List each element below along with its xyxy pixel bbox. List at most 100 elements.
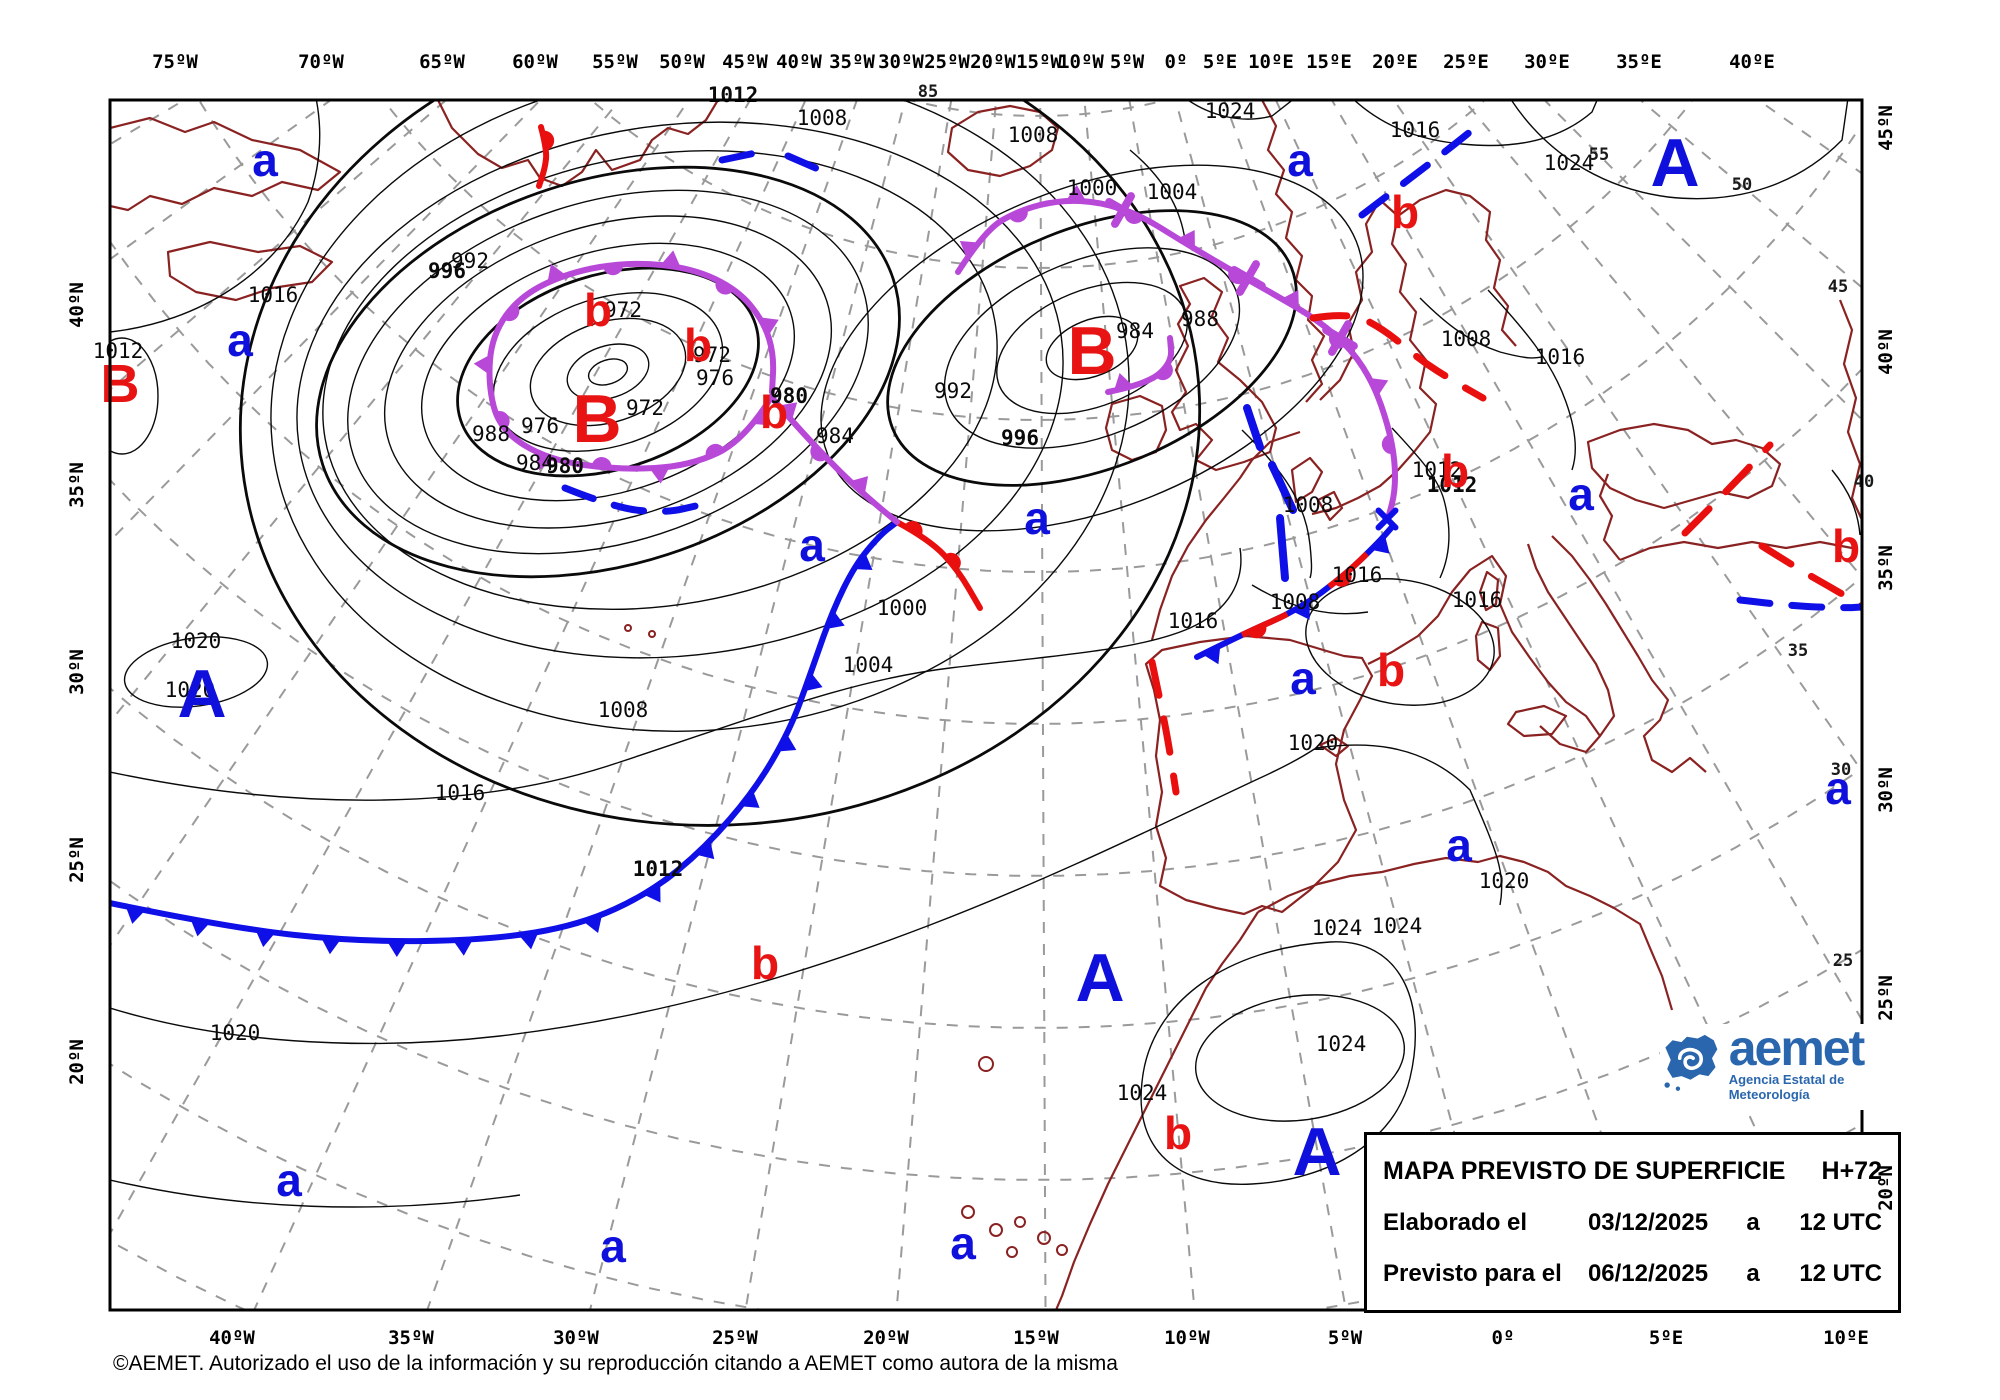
- front-triangle: [1292, 600, 1310, 620]
- coastline: [437, 100, 719, 188]
- isobar: [886, 209, 1298, 487]
- frontolysis-cross: [1322, 320, 1358, 356]
- axis-label: 70ºW: [298, 51, 344, 73]
- front-triangle: [1177, 230, 1195, 249]
- meridian-line: [110, 100, 752, 1236]
- island: [1037, 1231, 1051, 1245]
- axis-label: 45ºN: [1875, 105, 1897, 151]
- front-semicircle: [603, 264, 623, 276]
- front-line: [561, 484, 704, 515]
- isobar-value: 1004: [843, 653, 894, 677]
- front-triangle: [535, 451, 555, 471]
- axis-label: 25ºN: [66, 837, 88, 883]
- front-triangle: [740, 790, 760, 808]
- meridian-line: [1083, 100, 1196, 1310]
- isobar: [110, 1179, 521, 1208]
- front-line: [536, 124, 550, 189]
- low-centre-B: B: [1067, 313, 1116, 389]
- axis-label: 20ºN: [1875, 1165, 1897, 1211]
- front-triangle: [826, 610, 845, 629]
- front-triangle: [125, 906, 146, 924]
- isobar: [1241, 429, 1313, 579]
- front-semicircle: [542, 130, 555, 151]
- axis-label: 15ºW: [1016, 51, 1062, 73]
- isobar-value: 1020: [1288, 731, 1339, 755]
- front-line: [718, 146, 774, 164]
- coastline: [1619, 540, 1853, 562]
- isobar: [110, 100, 321, 333]
- front-semicircle: [1381, 434, 1394, 455]
- isobar-value: 1008: [1270, 590, 1321, 614]
- isobar-value: 1020: [171, 629, 222, 653]
- isobar: [1140, 941, 1417, 1185]
- map-title: MAPA PREVISTO DE SUPERFICIE: [1383, 1156, 1786, 1185]
- axis-label: 15ºE: [1306, 51, 1352, 73]
- isobar-value: 980: [546, 454, 584, 478]
- isobar-value: 1024: [1312, 916, 1363, 940]
- front-triangle: [473, 354, 491, 375]
- coastline: [1598, 473, 1621, 561]
- front-triangle: [1281, 289, 1299, 309]
- axis-label: 45ºW: [722, 51, 768, 73]
- isobar: [456, 266, 760, 478]
- axis-label: 35ºN: [1875, 545, 1897, 591]
- front-triangle: [1113, 373, 1134, 392]
- isobar: [1186, 100, 1294, 120]
- front-triangle: [760, 317, 779, 336]
- axis-label: 40ºN: [66, 282, 88, 328]
- low-centre-B: B: [572, 381, 621, 457]
- front-triangle: [959, 240, 979, 259]
- front-line: [1276, 514, 1289, 582]
- low-centre-b: b: [584, 284, 612, 336]
- parallel-line: [110, 478, 1862, 877]
- elaborated-label: Elaborado el: [1383, 1208, 1528, 1236]
- valid-row: Previsto para el 06/12/2025 a 12 UTC: [1383, 1260, 1882, 1288]
- front-triangle: [518, 931, 539, 950]
- axis-label: 40ºN: [1875, 329, 1897, 375]
- front-triangle: [804, 672, 823, 692]
- low-centre-b: b: [1391, 186, 1419, 238]
- isobar-value: 1016: [435, 781, 486, 805]
- isobar: [238, 100, 1202, 827]
- front-semicircle: [705, 443, 725, 458]
- parallel-line: [110, 686, 1862, 1029]
- front-triangle: [752, 407, 772, 426]
- low-centre-b: b: [760, 386, 788, 438]
- coastline: [1311, 198, 1438, 516]
- axis-label: 60ºW: [512, 51, 558, 73]
- isobar: [110, 547, 1242, 801]
- axis-label: 20ºW: [970, 51, 1016, 73]
- isobar: [1251, 584, 1369, 615]
- axis-label: 25ºW: [712, 1327, 758, 1349]
- axis-label: 10ºE: [1248, 51, 1294, 73]
- island: [989, 1223, 1003, 1237]
- front-warm-topleft: [536, 124, 555, 189]
- coastline: [1397, 188, 1517, 347]
- parallel-line: [110, 879, 1862, 1181]
- isobar-value: 1016: [1168, 609, 1219, 633]
- isobar: [943, 247, 1241, 449]
- front-dash-greenland-2: [784, 152, 838, 180]
- aemet-logo: aemet Agencia Estatal de Meteorología: [1660, 1023, 1908, 1110]
- isobar-value: 1016: [1332, 563, 1383, 587]
- high-centre-a: a: [276, 1154, 302, 1206]
- high-centre-a: a: [600, 1220, 626, 1272]
- isobar-value: 972: [604, 298, 642, 322]
- latitude-value: 45: [1828, 277, 1848, 297]
- coastline: [1367, 554, 1602, 754]
- coastline: [1551, 535, 1707, 774]
- meridian-line: [744, 100, 953, 1310]
- axis-label: 20ºE: [1372, 51, 1418, 73]
- axis-label: 15ºW: [1013, 1327, 1059, 1349]
- front-cold-main: [110, 519, 900, 958]
- front-triangle: [778, 402, 798, 421]
- low-centre-b: b: [1441, 445, 1469, 497]
- isobar-labels: 9729729729769769809809849849889929929969…: [93, 82, 1875, 1176]
- frontolysis-cross: [1105, 192, 1141, 228]
- axis-label: 30ºE: [1524, 51, 1570, 73]
- axis-label: 5ºW: [1327, 1327, 1363, 1349]
- axis-label: 5ºW: [1109, 51, 1145, 73]
- isobar: [1194, 994, 1406, 1122]
- front-triangle: [190, 918, 211, 937]
